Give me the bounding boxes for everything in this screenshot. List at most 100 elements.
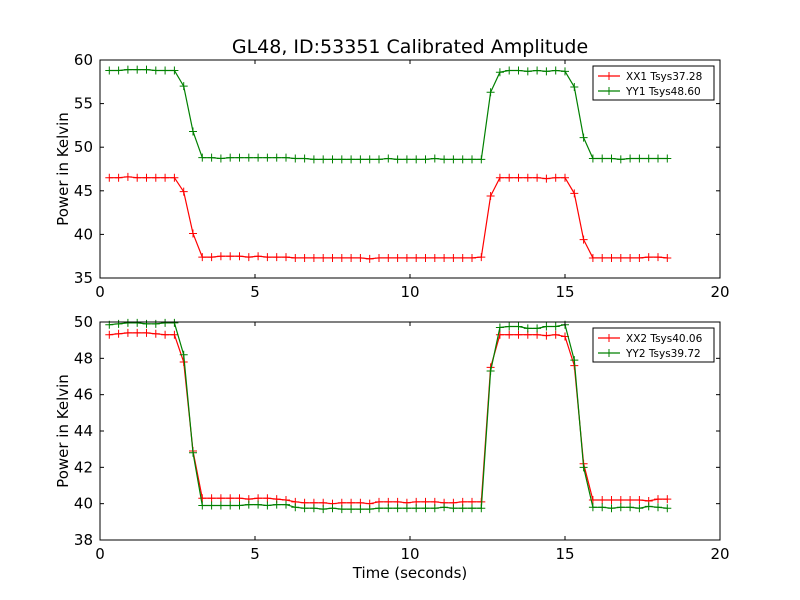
data-point [523, 324, 532, 333]
data-point [161, 318, 170, 327]
data-point [328, 504, 337, 513]
y-tick-label: 35 [74, 269, 93, 287]
y-tick-label: 40 [74, 225, 93, 243]
data-point [486, 88, 495, 97]
data-point [495, 68, 504, 77]
data-point [570, 83, 579, 92]
chart-title: GL48, ID:53351 Calibrated Amplitude [232, 36, 588, 58]
data-point [105, 66, 114, 75]
data-point [654, 495, 662, 504]
data-point [300, 504, 309, 513]
data-point [458, 504, 467, 513]
data-point [207, 253, 216, 262]
data-point [402, 253, 411, 262]
data-point [337, 505, 346, 514]
data-point [561, 173, 569, 182]
data-point [654, 253, 662, 262]
legend-marker [605, 87, 613, 95]
data-point [123, 172, 132, 181]
x-tick-label: 0 [95, 545, 105, 563]
data-point [626, 496, 635, 505]
data-point [161, 66, 170, 75]
data-point [179, 187, 188, 196]
y-tick-label: 42 [74, 458, 93, 476]
data-point [105, 330, 114, 339]
data-point [170, 66, 179, 75]
data-point [495, 173, 504, 182]
data-point [588, 503, 597, 512]
data-point [468, 253, 476, 262]
data-point [151, 319, 160, 328]
data-point [272, 500, 281, 509]
data-point [533, 66, 542, 75]
data-point [328, 155, 337, 164]
data-point [226, 494, 235, 503]
data-point [151, 66, 160, 75]
data-point [300, 154, 309, 163]
data-point [458, 253, 467, 262]
legend-label: XX2 Tsys40.06 [626, 333, 703, 345]
data-point [309, 253, 318, 262]
data-point [663, 495, 672, 504]
legend: XX2 Tsys40.06 YY2 Tsys39.72 [592, 327, 715, 363]
data-point [142, 173, 151, 182]
data-point [495, 323, 504, 332]
data-point [598, 154, 607, 163]
y-tick-label: 46 [74, 386, 93, 404]
data-point [588, 253, 597, 262]
data-point [235, 501, 244, 510]
data-point [505, 330, 514, 339]
data-point [309, 155, 318, 164]
data-point [449, 253, 458, 262]
data-point [365, 155, 374, 164]
data-point [216, 252, 225, 261]
data-point [514, 330, 523, 339]
data-point [505, 173, 514, 182]
legend-box [592, 65, 715, 101]
data-point [598, 496, 607, 505]
data-point [198, 153, 207, 162]
data-point [133, 65, 142, 74]
y-tick-label: 50 [74, 138, 93, 156]
data-point [514, 322, 523, 331]
data-point [588, 496, 597, 505]
data-point [626, 253, 635, 262]
x-axis-label: Time (seconds) [352, 564, 468, 582]
y-axis-label: Power in Kelvin [54, 112, 72, 226]
data-point [207, 494, 216, 503]
data-point [421, 504, 430, 513]
data-point [282, 253, 290, 262]
data-point [561, 67, 569, 76]
data-point [198, 501, 207, 510]
data-point [347, 155, 356, 164]
data-point [272, 153, 281, 162]
data-point [114, 319, 123, 328]
data-point [635, 496, 644, 505]
data-point [477, 253, 486, 262]
data-point [365, 505, 374, 514]
data-point [151, 173, 160, 182]
data-point [468, 504, 476, 513]
data-point [384, 154, 393, 163]
data-point [170, 318, 179, 327]
data-point [226, 501, 235, 510]
legend: XX1 Tsys37.28 YY1 Tsys48.60 [592, 65, 715, 101]
data-point [189, 448, 197, 457]
data-point [542, 67, 551, 76]
data-point [226, 252, 235, 261]
x-tick-label: 5 [250, 283, 260, 301]
data-point [533, 173, 542, 182]
data-point [449, 504, 458, 513]
data-point [189, 127, 197, 136]
data-point [114, 329, 123, 338]
data-point [551, 330, 560, 339]
data-point [263, 501, 272, 510]
data-point [375, 253, 383, 262]
data-point [235, 252, 244, 261]
legend-label: YY2 Tsys39.72 [625, 348, 701, 360]
data-point [347, 505, 356, 514]
data-point [542, 322, 551, 331]
data-point [393, 504, 402, 513]
data-point [616, 253, 625, 262]
